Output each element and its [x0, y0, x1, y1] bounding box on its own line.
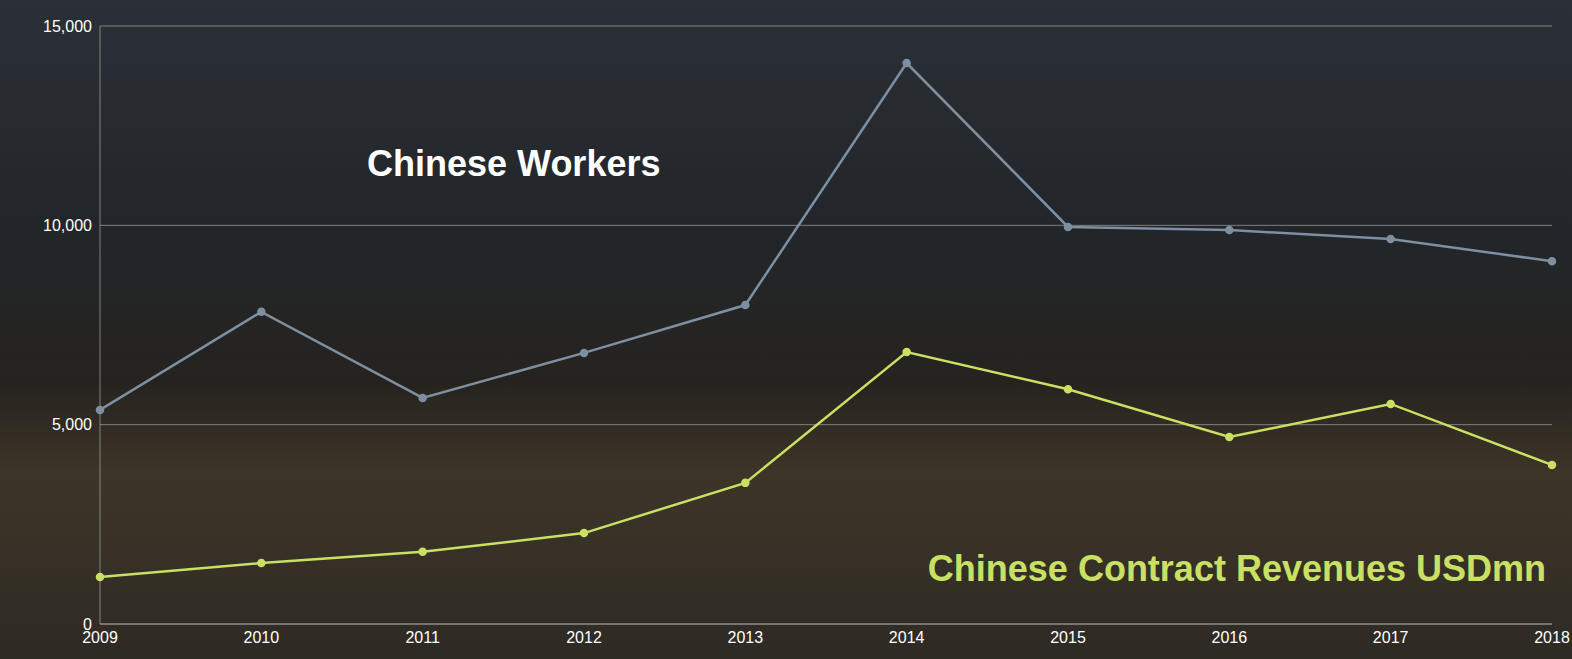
svg-text:2016: 2016: [1212, 629, 1248, 646]
svg-text:15,000: 15,000: [43, 18, 92, 35]
svg-text:2017: 2017: [1373, 629, 1409, 646]
html-text:Chinese Contract Revenues USDm: Chinese Contract Revenues USDmn: [927, 548, 1546, 589]
svg-text:2018: 2018: [1534, 629, 1570, 646]
svg-text:10,000: 10,000: [43, 217, 92, 234]
svg-text:5,000: 5,000: [52, 416, 92, 433]
svg-text:2013: 2013: [728, 629, 764, 646]
svg-text:2009: 2009: [82, 629, 118, 647]
svg-text:2011: 2011: [405, 629, 440, 646]
svg-text:2014: 2014: [889, 629, 925, 646]
svg-text:2012: 2012: [566, 629, 602, 646]
svg-text:0: 0: [83, 616, 92, 633]
html-text:Chinese Workers: Chinese Workers: [367, 143, 661, 184]
svg-text:2010: 2010: [244, 629, 280, 646]
svg-text:2015: 2015: [1050, 629, 1086, 646]
